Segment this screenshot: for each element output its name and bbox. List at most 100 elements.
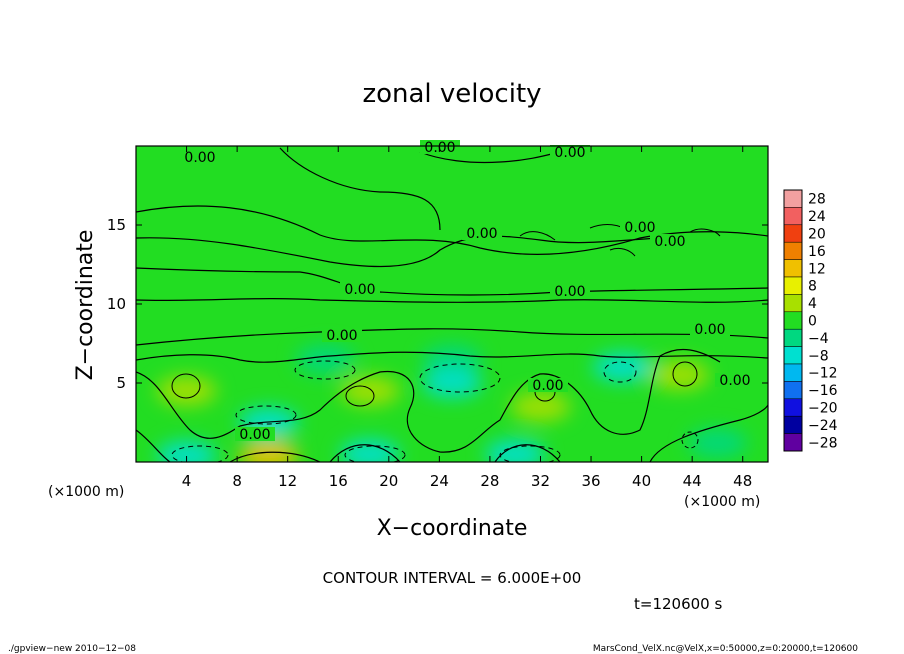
colorbar-swatch [783, 363, 803, 382]
chart-title: zonal velocity [362, 79, 541, 109]
footer-left: ./gpview−new 2010−12−08 [8, 644, 136, 654]
x-tick-label: 28 [480, 472, 499, 490]
colorbar-swatch [783, 415, 803, 434]
colorbar-label: −16 [808, 383, 838, 399]
contour-line [672, 361, 698, 387]
contour-line [345, 385, 375, 407]
contour-label-bg [528, 378, 568, 392]
colorbar-label: −28 [808, 435, 838, 451]
colorbar-label: 28 [808, 192, 826, 208]
field-anomaly [295, 344, 356, 375]
colorbar-swatch [783, 381, 803, 400]
field-anomaly [156, 440, 217, 462]
contour-label: 0.00 [654, 234, 685, 250]
contour-label: 0.00 [554, 284, 585, 300]
contour-line [329, 444, 401, 462]
field-anomaly [339, 439, 400, 462]
contour-line [171, 373, 201, 399]
colorbar-label: 12 [808, 261, 826, 277]
field-anomaly [510, 391, 571, 422]
contour-label-bg [550, 284, 590, 298]
contour-label: 0.00 [719, 373, 750, 389]
field-anomaly [238, 440, 299, 462]
x-tick-label: 8 [232, 472, 242, 490]
x-axis-ticks: 4 8 12 16 20 24 28 32 36 40 44 48 [182, 146, 752, 490]
colorbar-swatch [783, 311, 803, 330]
field-anomaly [649, 360, 710, 391]
contour-label: 0.00 [239, 427, 270, 443]
colorbar-label: 0 [808, 314, 817, 330]
contour-line [171, 445, 229, 462]
contour-line [681, 431, 699, 449]
colorbar-swatch [783, 276, 803, 295]
contour-line [136, 235, 661, 268]
x-tick-label: 40 [632, 472, 651, 490]
colorbar-swatch [783, 189, 803, 208]
contour-label-bg [322, 328, 362, 342]
contour-label-bg [715, 373, 755, 387]
contour-label-bg [650, 234, 690, 248]
contour-line [499, 445, 561, 462]
colorbar-swatch [783, 346, 803, 365]
colorbar-swatch [783, 328, 803, 347]
colorbar-label: −12 [808, 366, 838, 382]
colorbar-label: −8 [808, 348, 829, 364]
colorbar-label: 20 [808, 227, 826, 243]
contour-line [136, 298, 768, 303]
contour-label-bg [550, 145, 590, 159]
contour-label: 0.00 [184, 150, 215, 166]
contour-label: 0.00 [326, 328, 357, 344]
contour-label: 0.00 [554, 145, 585, 161]
contour-label-bg [620, 220, 660, 234]
contour-label-bg [462, 226, 502, 240]
contour-label-bg [235, 427, 275, 441]
colorbar-label: −20 [808, 401, 838, 417]
contour-label: 0.00 [532, 378, 563, 394]
contour-line [136, 328, 768, 346]
colorbar-label: 24 [808, 209, 826, 225]
field-anomaly [592, 352, 653, 383]
plot-area: 0.00 0.000.00 0.000.00 0.000.000.00 0.000.00… [135, 140, 769, 463]
colorbar-swatch [783, 224, 803, 243]
contour-label: 0.00 [424, 140, 455, 156]
colorbar-swatch [783, 241, 803, 260]
contour-line [136, 205, 768, 255]
colorbar-label: 4 [808, 296, 817, 312]
x-tick-label: 4 [182, 472, 192, 490]
y-axis-label: Z−coordinate [73, 230, 98, 381]
x-axis-label: X−coordinate [377, 516, 528, 541]
contour-line [136, 429, 171, 462]
field-anomaly [156, 375, 217, 406]
x-tick-label: 12 [278, 472, 297, 490]
x-tick-label: 36 [581, 472, 600, 490]
x-tick-label: 48 [733, 472, 752, 490]
contour-label-bg [690, 322, 730, 336]
colorbar-swatch [783, 433, 803, 452]
y-axis-ticks: 5 10 15 [107, 216, 768, 392]
contour-line [235, 405, 297, 425]
contour-line [294, 360, 356, 380]
colorbar-swatch [783, 207, 803, 226]
colorbar-label: 8 [808, 279, 817, 295]
contour-label: 0.00 [344, 282, 375, 298]
contour-line [603, 361, 637, 383]
field-anomaly [422, 368, 482, 398]
colorbar-label: −4 [808, 331, 829, 347]
contour-label-bg [340, 282, 380, 296]
contour-line [649, 404, 768, 462]
colorbar-label: −24 [808, 418, 838, 434]
contour-label: 0.00 [624, 220, 655, 236]
y-tick-label: 5 [116, 374, 126, 392]
field-anomaly [687, 428, 748, 459]
contour-label-bg [180, 150, 220, 164]
time-label: t=120600 s [634, 595, 722, 613]
x-tick-label: 20 [379, 472, 398, 490]
contour-line [519, 224, 721, 257]
contour-line [136, 267, 768, 296]
contour-labels: 0.00 0.000.00 0.000.00 0.000.000.00 0.000.00… [180, 140, 755, 443]
contour-label-bg [420, 140, 460, 154]
contour-interval-label: CONTOUR INTERVAL = 6.000E+00 [323, 569, 582, 587]
colorbar-swatch [783, 398, 803, 417]
contour-line [229, 451, 321, 462]
